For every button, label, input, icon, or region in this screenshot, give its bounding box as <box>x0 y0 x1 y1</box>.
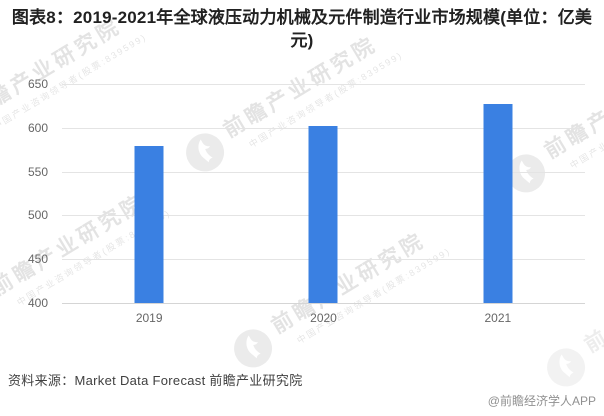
plot-area: 2019 2020 2021 <box>62 84 585 325</box>
bar-slot: 2019 <box>62 84 236 325</box>
bar-slot: 2021 <box>411 84 585 325</box>
qianzhan-logo-icon <box>227 322 279 374</box>
credit-text: @前瞻经济学人APP <box>487 394 596 408</box>
gridline <box>62 84 585 85</box>
bar-2020 <box>308 126 338 303</box>
bar-2021 <box>483 104 513 303</box>
chart-title: 图表8：2019-2021年全球液压动力机械及元件制造行业市场规模(单位：亿美元… <box>11 8 593 50</box>
source-text: 资料来源：Market Data Forecast 前瞻产业研究院 <box>8 373 303 388</box>
y-axis: 650 600 550 500 450 400 <box>0 0 50 416</box>
y-axis-label: 450 <box>27 252 48 267</box>
y-axis-label: 500 <box>27 208 48 223</box>
x-axis-label: 2021 <box>484 311 512 325</box>
y-axis-label: 600 <box>27 120 48 135</box>
bar-slot: 2020 <box>236 84 410 325</box>
bar-2019 <box>134 146 164 303</box>
qianzhan-logo-icon <box>540 341 592 393</box>
x-axis-label: 2019 <box>135 311 163 325</box>
x-axis-label: 2020 <box>310 311 337 325</box>
bar-series: 2019 2020 2021 <box>62 84 585 325</box>
y-axis-label: 550 <box>27 164 48 179</box>
y-axis-label: 650 <box>27 77 48 91</box>
y-axis-label: 400 <box>27 296 48 310</box>
